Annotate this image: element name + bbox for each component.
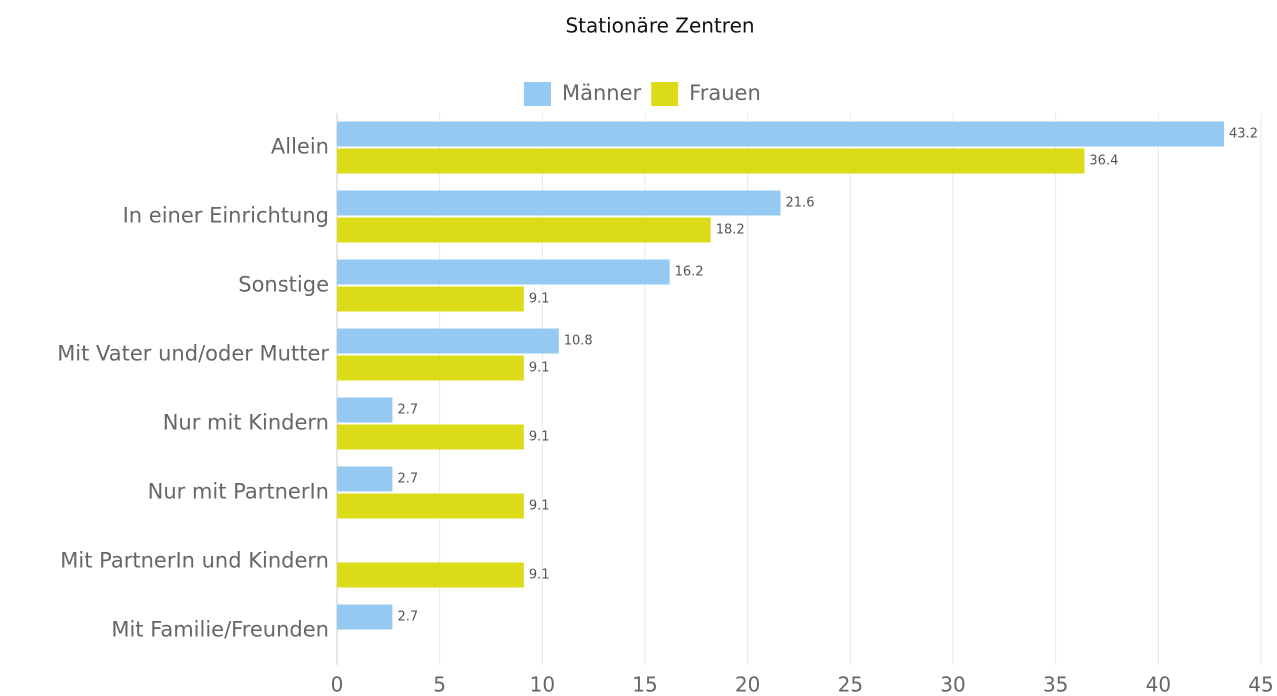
category-label: Nur mit PartnerIn [148,480,329,504]
category-label: Sonstige [238,273,329,297]
category-label: Mit Vater und/oder Mutter [57,342,329,366]
value-label: 2.7 [397,610,418,625]
category-label: Allein [271,135,329,159]
bar [337,424,524,450]
bar [337,286,524,312]
legend-swatch [524,82,551,106]
bar [337,259,670,285]
bar [337,190,781,216]
value-label: 36.4 [1089,154,1118,169]
category-label: In einer Einrichtung [123,204,329,228]
value-label: 9.1 [529,361,550,376]
value-label: 16.2 [675,265,704,280]
value-label: 43.2 [1229,127,1258,142]
x-tick-label: 20 [735,673,760,696]
legend-swatch [651,82,679,106]
bar [337,562,524,588]
value-label: 9.1 [529,568,550,583]
x-tick-label: 40 [1146,673,1171,696]
category-label: Mit PartnerIn und Kindern [60,549,329,573]
x-tick-label: 0 [331,673,344,696]
bar [337,493,524,519]
value-label: 21.6 [786,196,815,211]
value-label: 9.1 [529,430,550,445]
bar [337,355,524,381]
legend-label: Frauen [689,81,761,105]
x-tick-label: 45 [1248,673,1273,696]
chart-title: Stationäre Zentren [565,14,754,38]
bar [337,328,559,354]
bar [337,121,1225,147]
value-label: 2.7 [397,472,418,487]
value-label: 9.1 [529,499,550,514]
bar [337,604,393,630]
x-tick-label: 10 [530,673,555,696]
category-label: Mit Familie/Freunden [111,618,329,642]
x-tick-label: 35 [1043,673,1068,696]
value-label: 18.2 [716,223,745,238]
x-tick-label: 5 [433,673,446,696]
bar [337,217,711,243]
value-label: 9.1 [529,292,550,307]
x-tick-label: 25 [838,673,863,696]
bar [337,148,1085,174]
value-label: 2.7 [397,403,418,418]
bar [337,466,393,492]
category-label: Nur mit Kindern [163,411,329,435]
legend-label: Männer [562,81,642,105]
bar [337,397,393,423]
x-tick-label: 15 [632,673,657,696]
x-tick-label: 30 [940,673,965,696]
value-label: 10.8 [564,334,593,349]
